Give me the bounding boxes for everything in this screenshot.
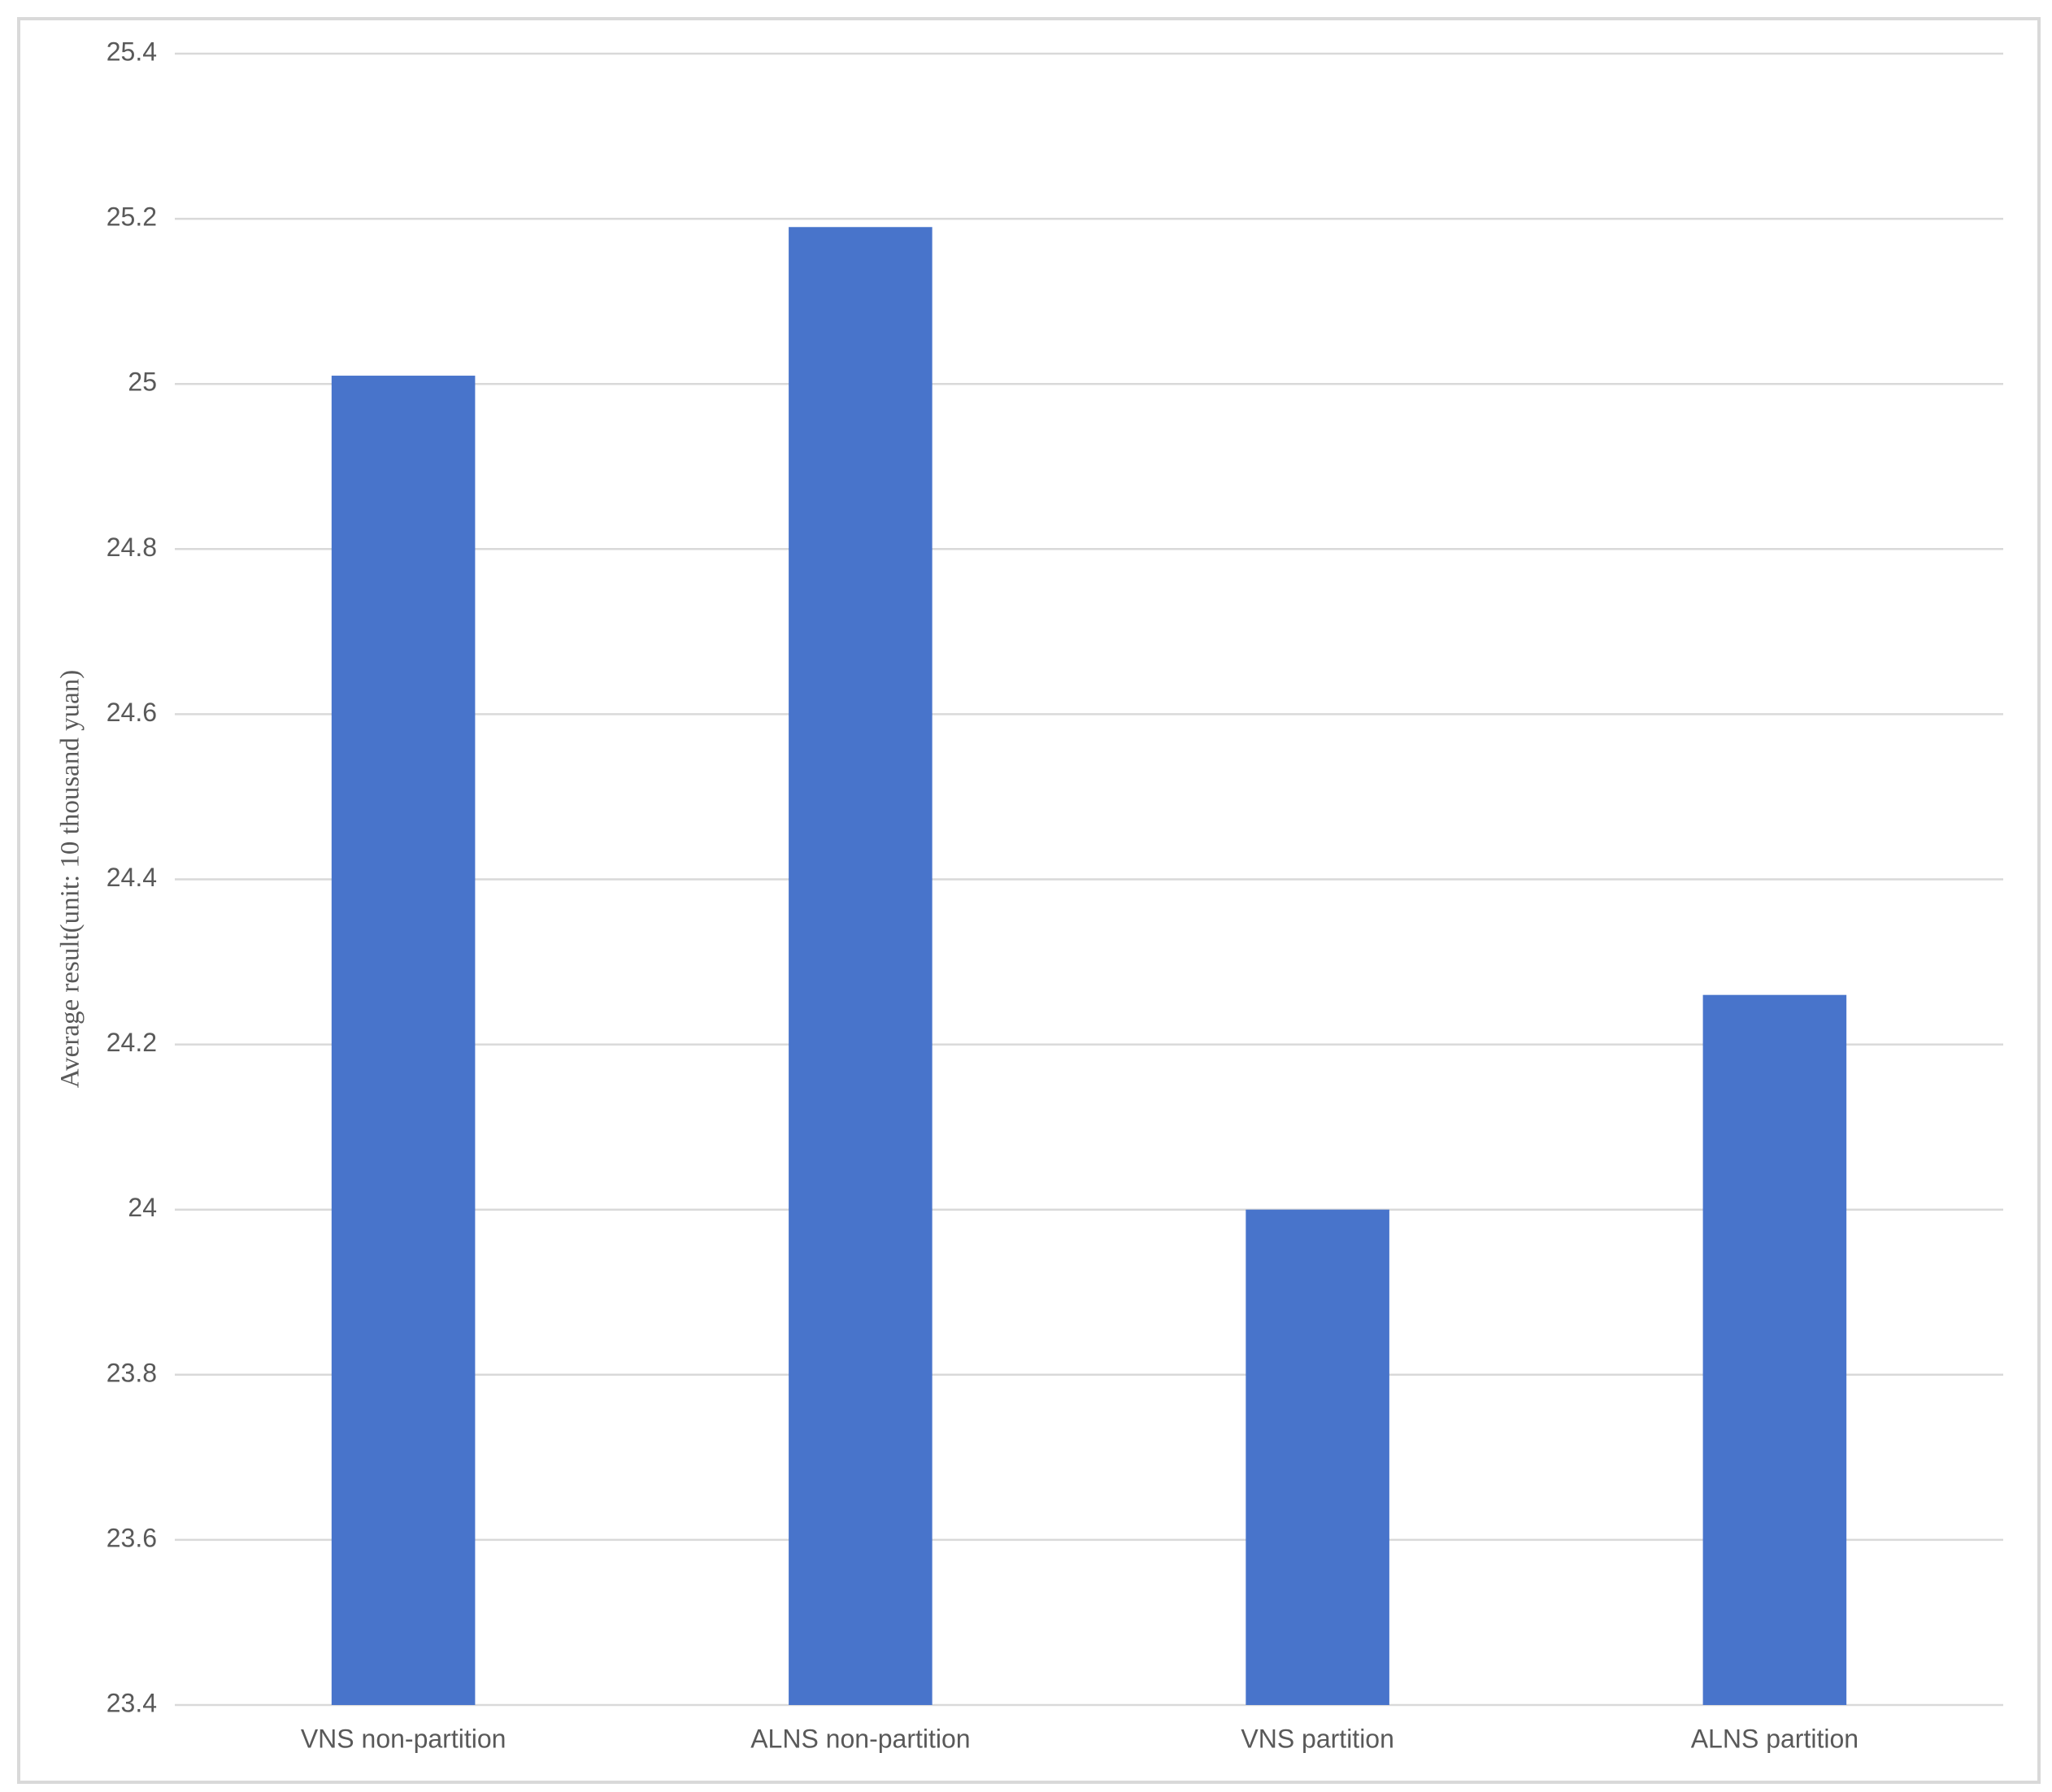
y-tick-label: 25 [128,368,157,397]
bar [1246,1209,1389,1705]
x-tick-label: ALNS non-partition [750,1724,970,1753]
y-tick-label: 25.2 [107,202,157,232]
y-tick-label: 23.4 [107,1688,157,1717]
bar [331,376,476,1705]
x-tick-label: VNS non-partition [301,1724,506,1753]
y-axis-label: Average result(unit: 10 thousand yuan) [56,670,85,1088]
y-tick-label: 24.6 [107,698,157,727]
x-tick-label: ALNS partition [1691,1724,1859,1753]
bar [1702,994,1847,1705]
y-tick-label: 24.8 [107,533,157,562]
y-tick-label: 25.4 [107,37,157,66]
y-tick-label: 24 [128,1193,157,1222]
x-tick-label: VNS partition [1241,1724,1394,1753]
y-tick-label: 24.2 [107,1028,157,1057]
y-tick-label: 24.4 [107,863,157,892]
bar [789,227,933,1705]
y-tick-label: 23.6 [107,1523,157,1552]
y-tick-label: 23.8 [107,1358,157,1387]
